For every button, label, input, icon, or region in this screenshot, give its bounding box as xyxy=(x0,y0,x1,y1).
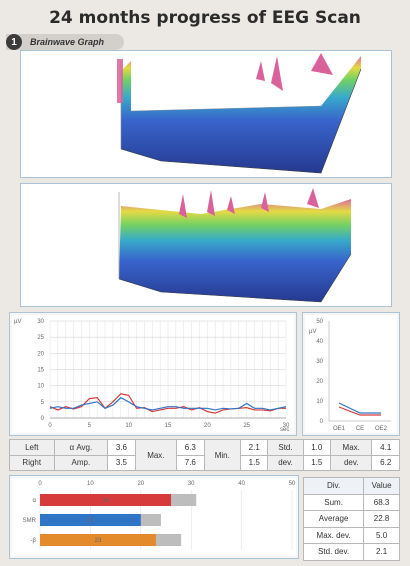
mini-chart-ylabel: µV xyxy=(309,329,316,335)
line-x-tick: 30 xyxy=(283,423,290,429)
std-label-1: Std. xyxy=(267,439,304,456)
bar-3 xyxy=(40,534,156,546)
section-header: 1 Brainwave Graph xyxy=(6,34,124,50)
line-chart-xlabel: sec xyxy=(280,427,289,433)
mini-y-tick: 10 xyxy=(316,399,323,405)
mini-y-tick: 50 xyxy=(316,319,323,325)
bar-x-tick: 40 xyxy=(238,481,245,487)
line-series-1 xyxy=(49,393,286,414)
spectrogram-panel-bottom xyxy=(20,183,392,307)
bar-x-tick: 10 xyxy=(87,481,94,487)
min-right: 1.5 xyxy=(239,454,269,471)
min-left: 2.1 xyxy=(239,439,269,456)
row-label-left: Left xyxy=(9,439,55,456)
avg-left: 3.6 xyxy=(107,439,136,456)
summary-average-label: Average xyxy=(302,510,365,528)
std-label-2: dev. xyxy=(267,454,304,471)
max-right: 7.6 xyxy=(176,454,205,471)
line-x-tick: 25 xyxy=(243,423,250,429)
row-label-right: Right xyxy=(9,454,55,471)
bar-x-tick: 50 xyxy=(289,481,296,487)
summary-table: Div. Value Sum. 68.3 Average 22.8 Max. d… xyxy=(302,477,400,561)
line-y-tick: 10 xyxy=(37,384,44,390)
amplitude-line-chart: µV sec 30 25 20 15 10 5 00 5 10 15 20 25 30 xyxy=(14,319,290,433)
spectrogram-bottom xyxy=(21,184,391,306)
mini-series-2 xyxy=(338,406,381,416)
alpha-stats-table: Left α Avg. 3.6 Max. 6.3 Min. 2.1 Std. 1… xyxy=(9,439,400,471)
spectrogram-top xyxy=(21,51,391,177)
maxdev-label-2: dev. xyxy=(329,454,373,471)
line-chart-ylabel: µV xyxy=(14,319,21,325)
line-series-2 xyxy=(49,396,287,411)
mini-x-tick: OE1 xyxy=(333,426,346,432)
bar-category-label: -β xyxy=(31,538,37,544)
line-y-tick: 15 xyxy=(37,368,44,374)
bar-category-label: α xyxy=(33,498,37,504)
mini-y-tick: 40 xyxy=(316,339,323,345)
summary-stddev-label: Std. dev. xyxy=(302,543,365,561)
summary-average-value: 22.8 xyxy=(363,510,400,528)
summary-header-value: Value xyxy=(363,477,400,495)
line-x-tick: 0 xyxy=(48,423,52,429)
bar-2 xyxy=(40,514,141,526)
avg-label-1: α Avg. xyxy=(53,439,109,456)
band-bar-chart-panel: 0 10 20 30 40 50 α 26 SMR 20 -β 23 xyxy=(9,475,299,559)
bar-1 xyxy=(40,494,172,506)
section-number: 1 xyxy=(6,34,22,50)
mini-x-tick: CE xyxy=(356,426,364,432)
avg-right: 3.5 xyxy=(107,454,136,471)
avg-label-2: Amp. xyxy=(53,454,109,471)
band-bar-chart: 0 10 20 30 40 50 α 26 SMR 20 -β 23 xyxy=(23,481,296,550)
bar-value-label: 20 xyxy=(87,518,94,524)
spectrogram-panel-top xyxy=(20,50,392,178)
min-label: Min. xyxy=(203,439,242,471)
mini-y-tick: 20 xyxy=(316,379,323,385)
summary-stddev-value: 2.1 xyxy=(363,543,400,561)
bar-category-label: SMR xyxy=(23,518,37,524)
state-comparison-chart-panel: µV 50 40 30 20 10 0 OE1 CE OE2 xyxy=(302,312,400,436)
std-left: 1.0 xyxy=(302,439,331,456)
line-x-tick: 15 xyxy=(165,423,172,429)
state-comparison-chart: µV 50 40 30 20 10 0 OE1 CE OE2 xyxy=(309,319,391,432)
max-left: 6.3 xyxy=(176,439,205,456)
line-y-tick: 25 xyxy=(37,335,44,341)
summary-sum-label: Sum. xyxy=(302,493,365,511)
line-x-tick: 5 xyxy=(88,423,92,429)
summary-maxdev-label: Max. dev. xyxy=(302,526,365,544)
max-label: Max. xyxy=(134,439,178,471)
bar-x-tick: 0 xyxy=(38,481,42,487)
line-y-tick: 5 xyxy=(41,400,45,406)
mini-y-tick: 30 xyxy=(316,359,323,365)
mini-x-tick: OE2 xyxy=(375,426,388,432)
summary-maxdev-value: 5.0 xyxy=(363,526,400,544)
maxdev-left: 4.1 xyxy=(371,439,400,456)
std-right: 1.5 xyxy=(302,454,331,471)
line-y-tick: 0 xyxy=(41,416,45,422)
summary-sum-value: 68.3 xyxy=(363,493,400,511)
mini-series-1 xyxy=(338,402,381,414)
bar-x-tick: 20 xyxy=(137,481,144,487)
page-title: 24 months progress of EEG Scan xyxy=(49,8,361,28)
line-y-tick: 30 xyxy=(37,319,44,325)
bar-value-label: 23 xyxy=(95,538,102,544)
bar-x-tick: 30 xyxy=(188,481,195,487)
line-y-tick: 20 xyxy=(37,351,44,357)
mini-y-tick: 0 xyxy=(320,419,324,425)
maxdev-right: 6.2 xyxy=(371,454,400,471)
section-label: Brainwave Graph xyxy=(30,37,105,47)
maxdev-label-1: Max. xyxy=(329,439,373,456)
line-x-tick: 10 xyxy=(125,423,132,429)
amplitude-line-chart-panel: µV sec 30 25 20 15 10 5 0 0 5 10 15 20 25 30 xyxy=(9,312,297,436)
bar-value-label: 26 xyxy=(102,498,109,504)
line-x-tick: 20 xyxy=(204,423,211,429)
summary-header-div: Div. xyxy=(302,477,365,495)
